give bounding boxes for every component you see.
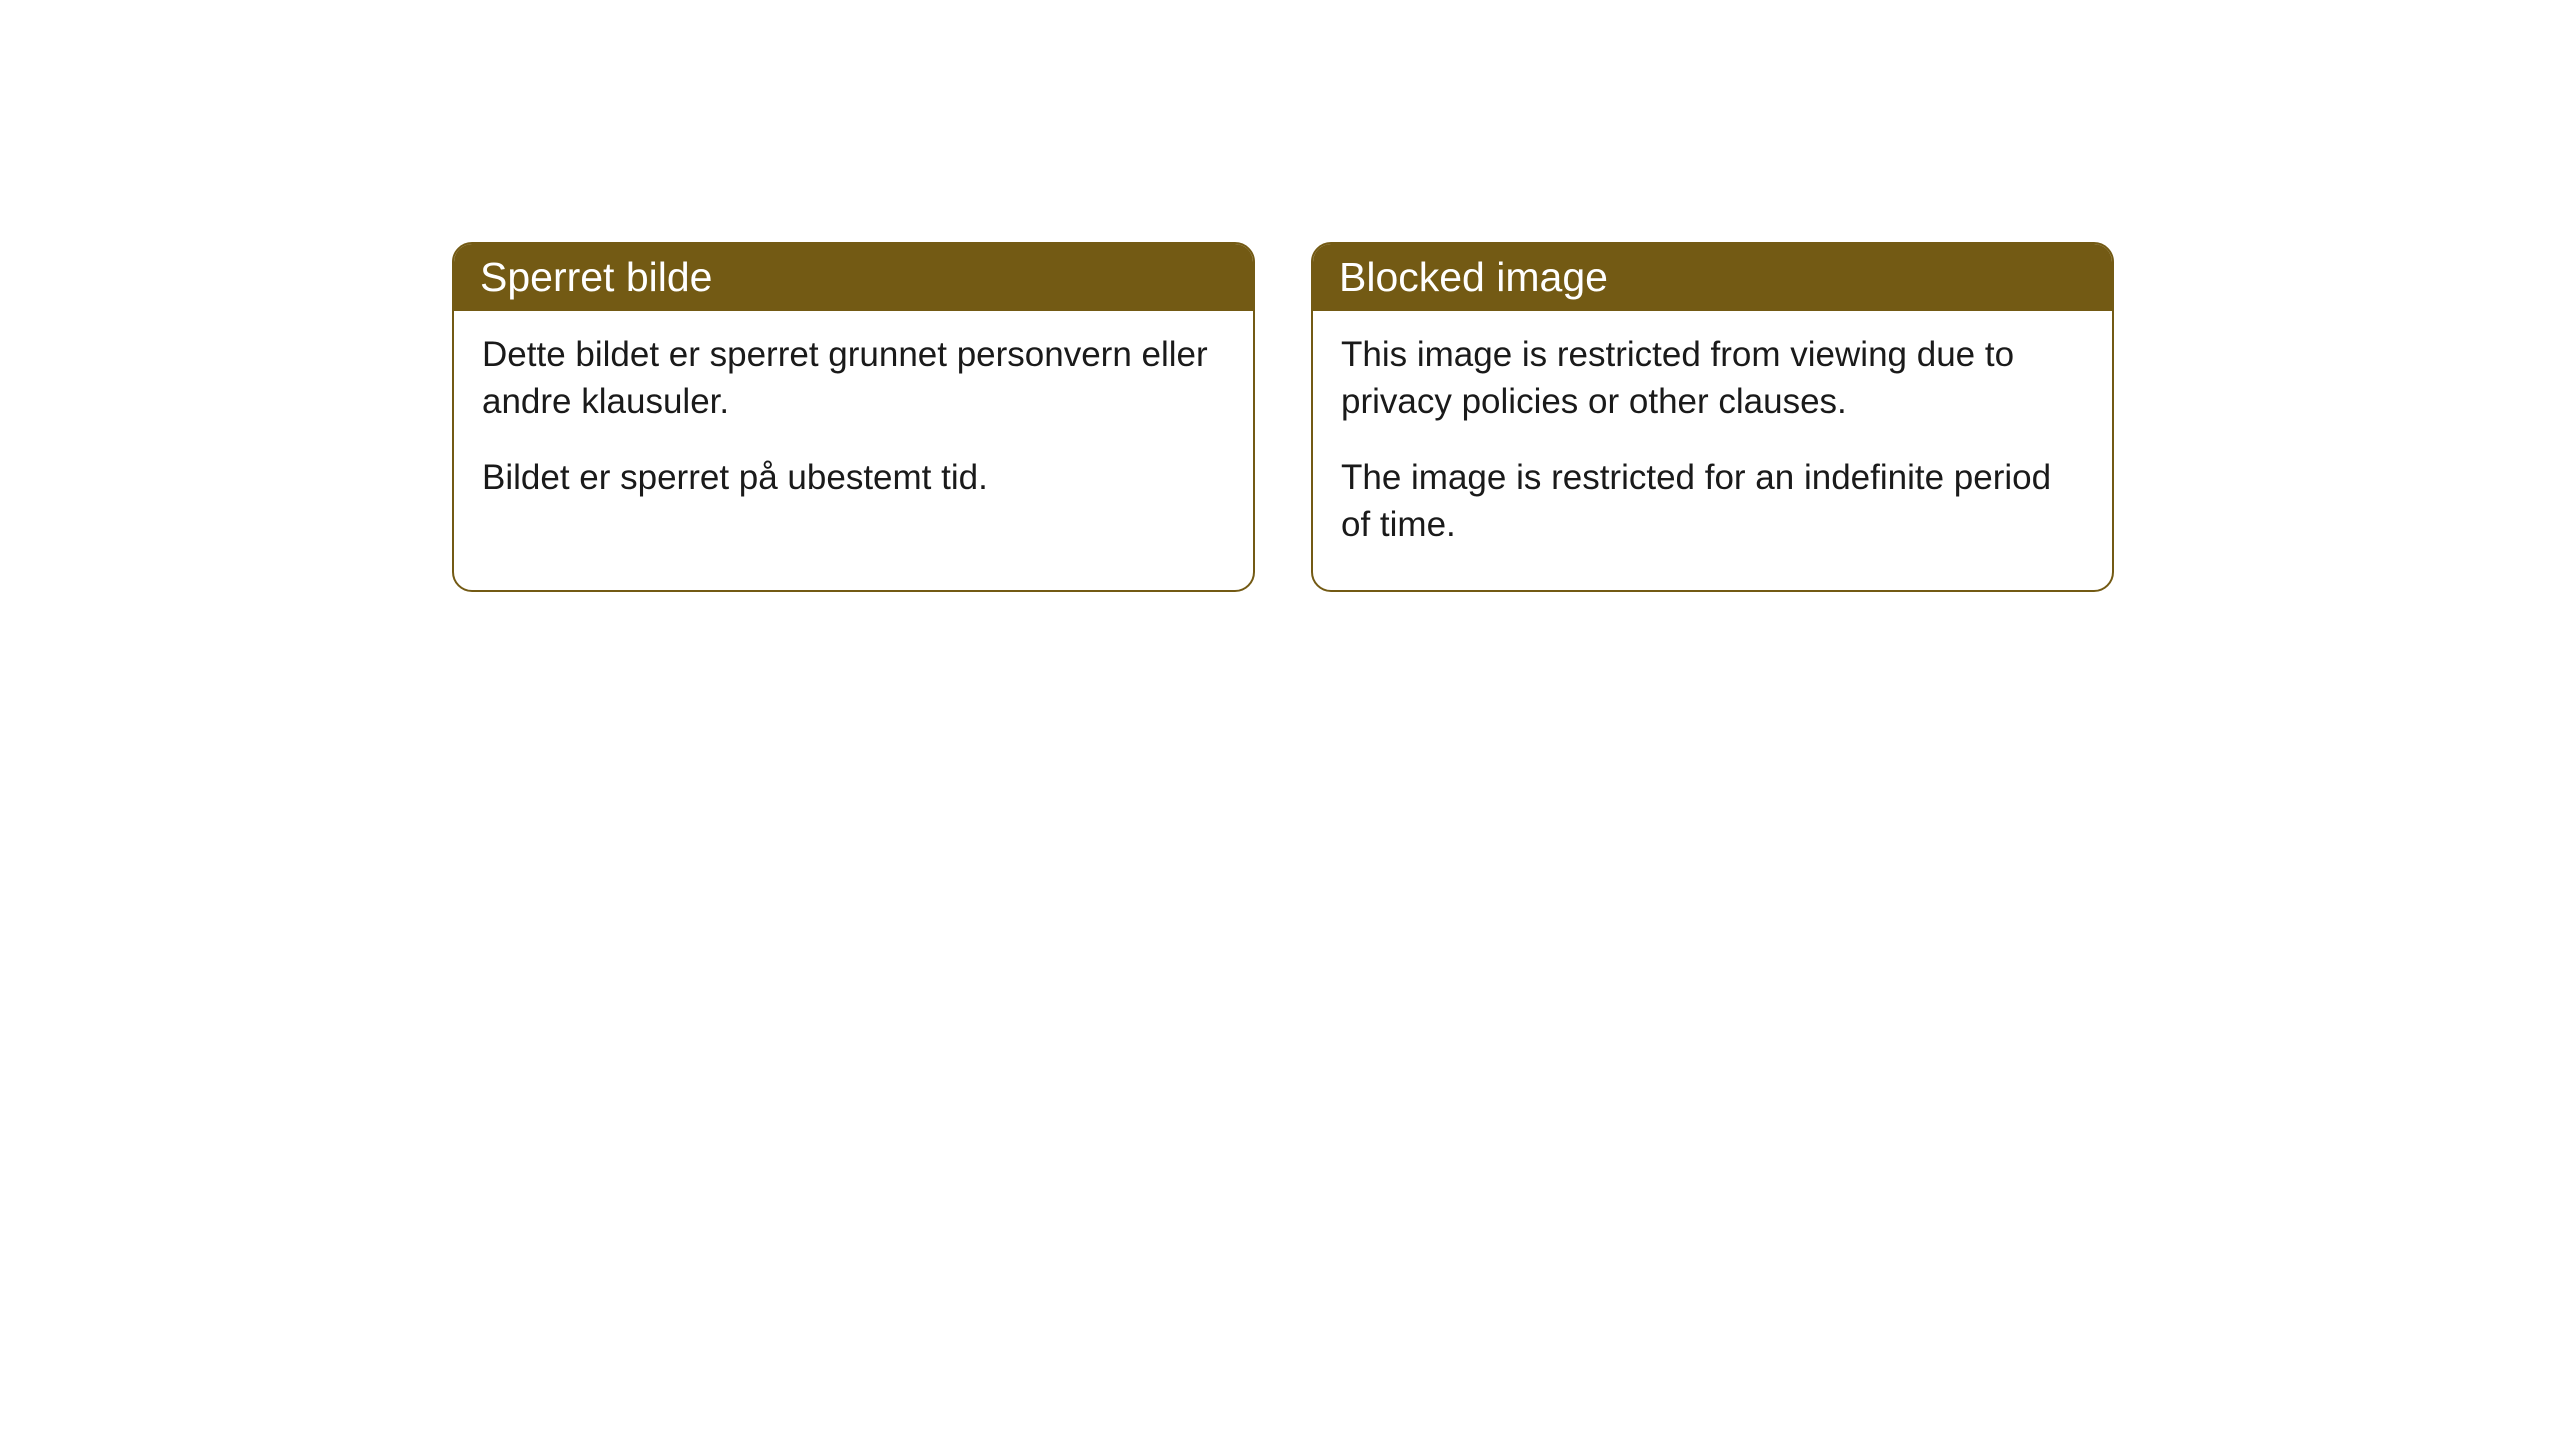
- card-title-no: Sperret bilde: [480, 254, 712, 300]
- blocked-image-card-en: Blocked image This image is restricted f…: [1311, 242, 2114, 592]
- card-body-en: This image is restricted from viewing du…: [1313, 311, 2112, 590]
- card-header-en: Blocked image: [1313, 244, 2112, 311]
- blocked-image-card-no: Sperret bilde Dette bildet er sperret gr…: [452, 242, 1255, 592]
- card-header-no: Sperret bilde: [454, 244, 1253, 311]
- card-text-en-1: This image is restricted from viewing du…: [1341, 331, 2084, 426]
- card-body-no: Dette bildet er sperret grunnet personve…: [454, 311, 1253, 543]
- card-text-no-2: Bildet er sperret på ubestemt tid.: [482, 454, 1225, 501]
- card-text-en-2: The image is restricted for an indefinit…: [1341, 454, 2084, 549]
- card-title-en: Blocked image: [1339, 254, 1608, 300]
- cards-container: Sperret bilde Dette bildet er sperret gr…: [0, 0, 2560, 592]
- card-text-no-1: Dette bildet er sperret grunnet personve…: [482, 331, 1225, 426]
